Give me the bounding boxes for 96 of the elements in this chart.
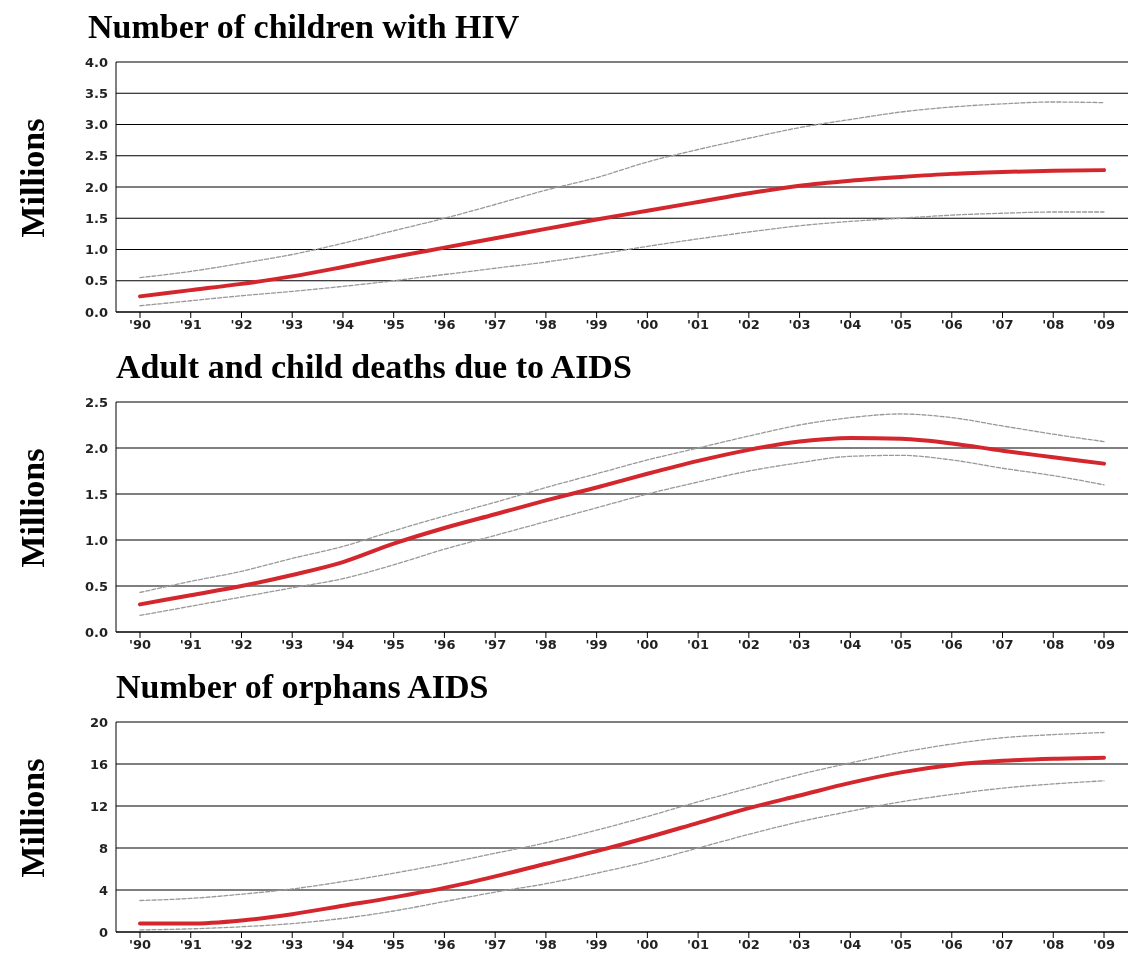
- x-tick-label: '06: [940, 937, 963, 953]
- line-series: [139, 101, 1105, 279]
- x-tick-label: '95: [382, 637, 405, 653]
- x-tick-label: '96: [433, 317, 456, 333]
- chart-title: Adult and child deaths due to AIDS: [116, 348, 632, 386]
- x-tick-label: '92: [230, 637, 253, 653]
- x-tick-label: '96: [433, 637, 456, 653]
- x-tick-label: '05: [890, 937, 913, 953]
- x-tick-label: '90: [128, 637, 152, 653]
- x-tick-label: '04: [839, 317, 862, 333]
- x-tick-label: '09: [1092, 317, 1116, 333]
- chart-title: Number of children with HIV: [88, 8, 520, 46]
- x-tick-label: '02: [737, 317, 760, 333]
- x-tick-label: '98: [534, 937, 557, 953]
- x-tick-label: '97: [484, 937, 507, 953]
- y-tick-label: 3.5: [84, 85, 108, 101]
- x-tick-label: '93: [281, 637, 304, 653]
- y-tick-label: 12: [89, 798, 108, 814]
- x-tick-label: '08: [1042, 317, 1065, 333]
- x-tick-label: '94: [331, 937, 354, 953]
- x-tick-label: '91: [179, 937, 202, 953]
- y-tick-label: 0.0: [84, 304, 108, 320]
- chart-title: Number of orphans AIDS: [116, 668, 489, 706]
- line-series: [138, 168, 1106, 299]
- x-tick-label: '01: [687, 317, 710, 333]
- y-tick-label: 1.0: [84, 532, 108, 548]
- line-series: [139, 731, 1105, 902]
- line-series: [139, 454, 1105, 617]
- y-tick-label: 8: [98, 840, 108, 856]
- x-tick-label: '95: [382, 317, 405, 333]
- y-tick-label: 0.5: [84, 273, 108, 289]
- x-tick-label: '91: [179, 637, 202, 653]
- x-tick-label: '92: [230, 317, 253, 333]
- x-tick-label: '00: [636, 317, 659, 333]
- x-tick-label: '99: [585, 637, 608, 653]
- line-series: [139, 780, 1105, 931]
- x-tick-label: '95: [382, 937, 405, 953]
- y-tick-label: 1.5: [84, 486, 108, 502]
- y-tick-label: 2.0: [84, 179, 108, 195]
- line-series: [139, 413, 1105, 594]
- x-tick-label: '94: [331, 317, 354, 333]
- x-tick-label: '01: [687, 637, 710, 653]
- x-tick-label: '01: [687, 937, 710, 953]
- x-tick-label: '02: [737, 637, 760, 653]
- x-tick-label: '08: [1042, 637, 1065, 653]
- y-tick-label: 0.0: [84, 624, 108, 640]
- y-axis-title: Millions: [14, 448, 52, 568]
- y-axis-title: Millions: [14, 118, 52, 238]
- x-tick-label: '05: [890, 317, 913, 333]
- x-tick-label: '03: [788, 637, 811, 653]
- x-tick-label: '90: [128, 317, 152, 333]
- y-tick-label: 2.0: [84, 440, 108, 456]
- x-tick-label: '08: [1042, 937, 1065, 953]
- x-tick-label: '96: [433, 937, 456, 953]
- x-tick-label: '98: [534, 317, 557, 333]
- x-tick-label: '05: [890, 637, 913, 653]
- line-series: [139, 211, 1105, 307]
- y-tick-label: 1.5: [84, 210, 108, 226]
- x-tick-label: '98: [534, 637, 557, 653]
- x-tick-label: '09: [1092, 937, 1116, 953]
- y-tick-label: 0: [98, 924, 108, 940]
- y-tick-label: 1.0: [84, 242, 108, 258]
- y-tick-label: 16: [89, 756, 108, 772]
- x-tick-label: '92: [230, 937, 253, 953]
- x-tick-label: '03: [788, 317, 811, 333]
- y-tick-label: 20: [89, 714, 108, 730]
- y-tick-label: 3.0: [84, 117, 108, 133]
- x-tick-label: '04: [839, 937, 862, 953]
- x-tick-label: '97: [484, 637, 507, 653]
- x-tick-label: '07: [991, 317, 1014, 333]
- x-tick-label: '97: [484, 317, 507, 333]
- x-tick-label: '02: [737, 937, 760, 953]
- x-tick-label: '00: [636, 637, 659, 653]
- x-tick-label: '99: [585, 937, 608, 953]
- x-tick-label: '06: [940, 317, 963, 333]
- x-tick-label: '04: [839, 637, 862, 653]
- line-series: [138, 755, 1106, 926]
- y-tick-label: 4: [98, 882, 108, 898]
- x-tick-label: '93: [281, 317, 304, 333]
- y-tick-label: 4.0: [84, 54, 108, 70]
- x-tick-label: '91: [179, 317, 202, 333]
- line-series: [138, 435, 1106, 607]
- x-tick-label: '06: [940, 637, 963, 653]
- x-tick-label: '90: [128, 937, 152, 953]
- y-tick-label: 2.5: [84, 394, 108, 410]
- x-tick-label: '09: [1092, 637, 1116, 653]
- y-tick-label: 2.5: [84, 148, 108, 164]
- y-axis-title: Millions: [14, 758, 52, 878]
- x-tick-label: '00: [636, 937, 659, 953]
- y-tick-label: 0.5: [84, 578, 108, 594]
- x-tick-label: '07: [991, 637, 1014, 653]
- x-tick-label: '94: [331, 637, 354, 653]
- x-tick-label: '93: [281, 937, 304, 953]
- x-tick-label: '07: [991, 937, 1014, 953]
- x-tick-label: '03: [788, 937, 811, 953]
- x-tick-label: '99: [585, 317, 608, 333]
